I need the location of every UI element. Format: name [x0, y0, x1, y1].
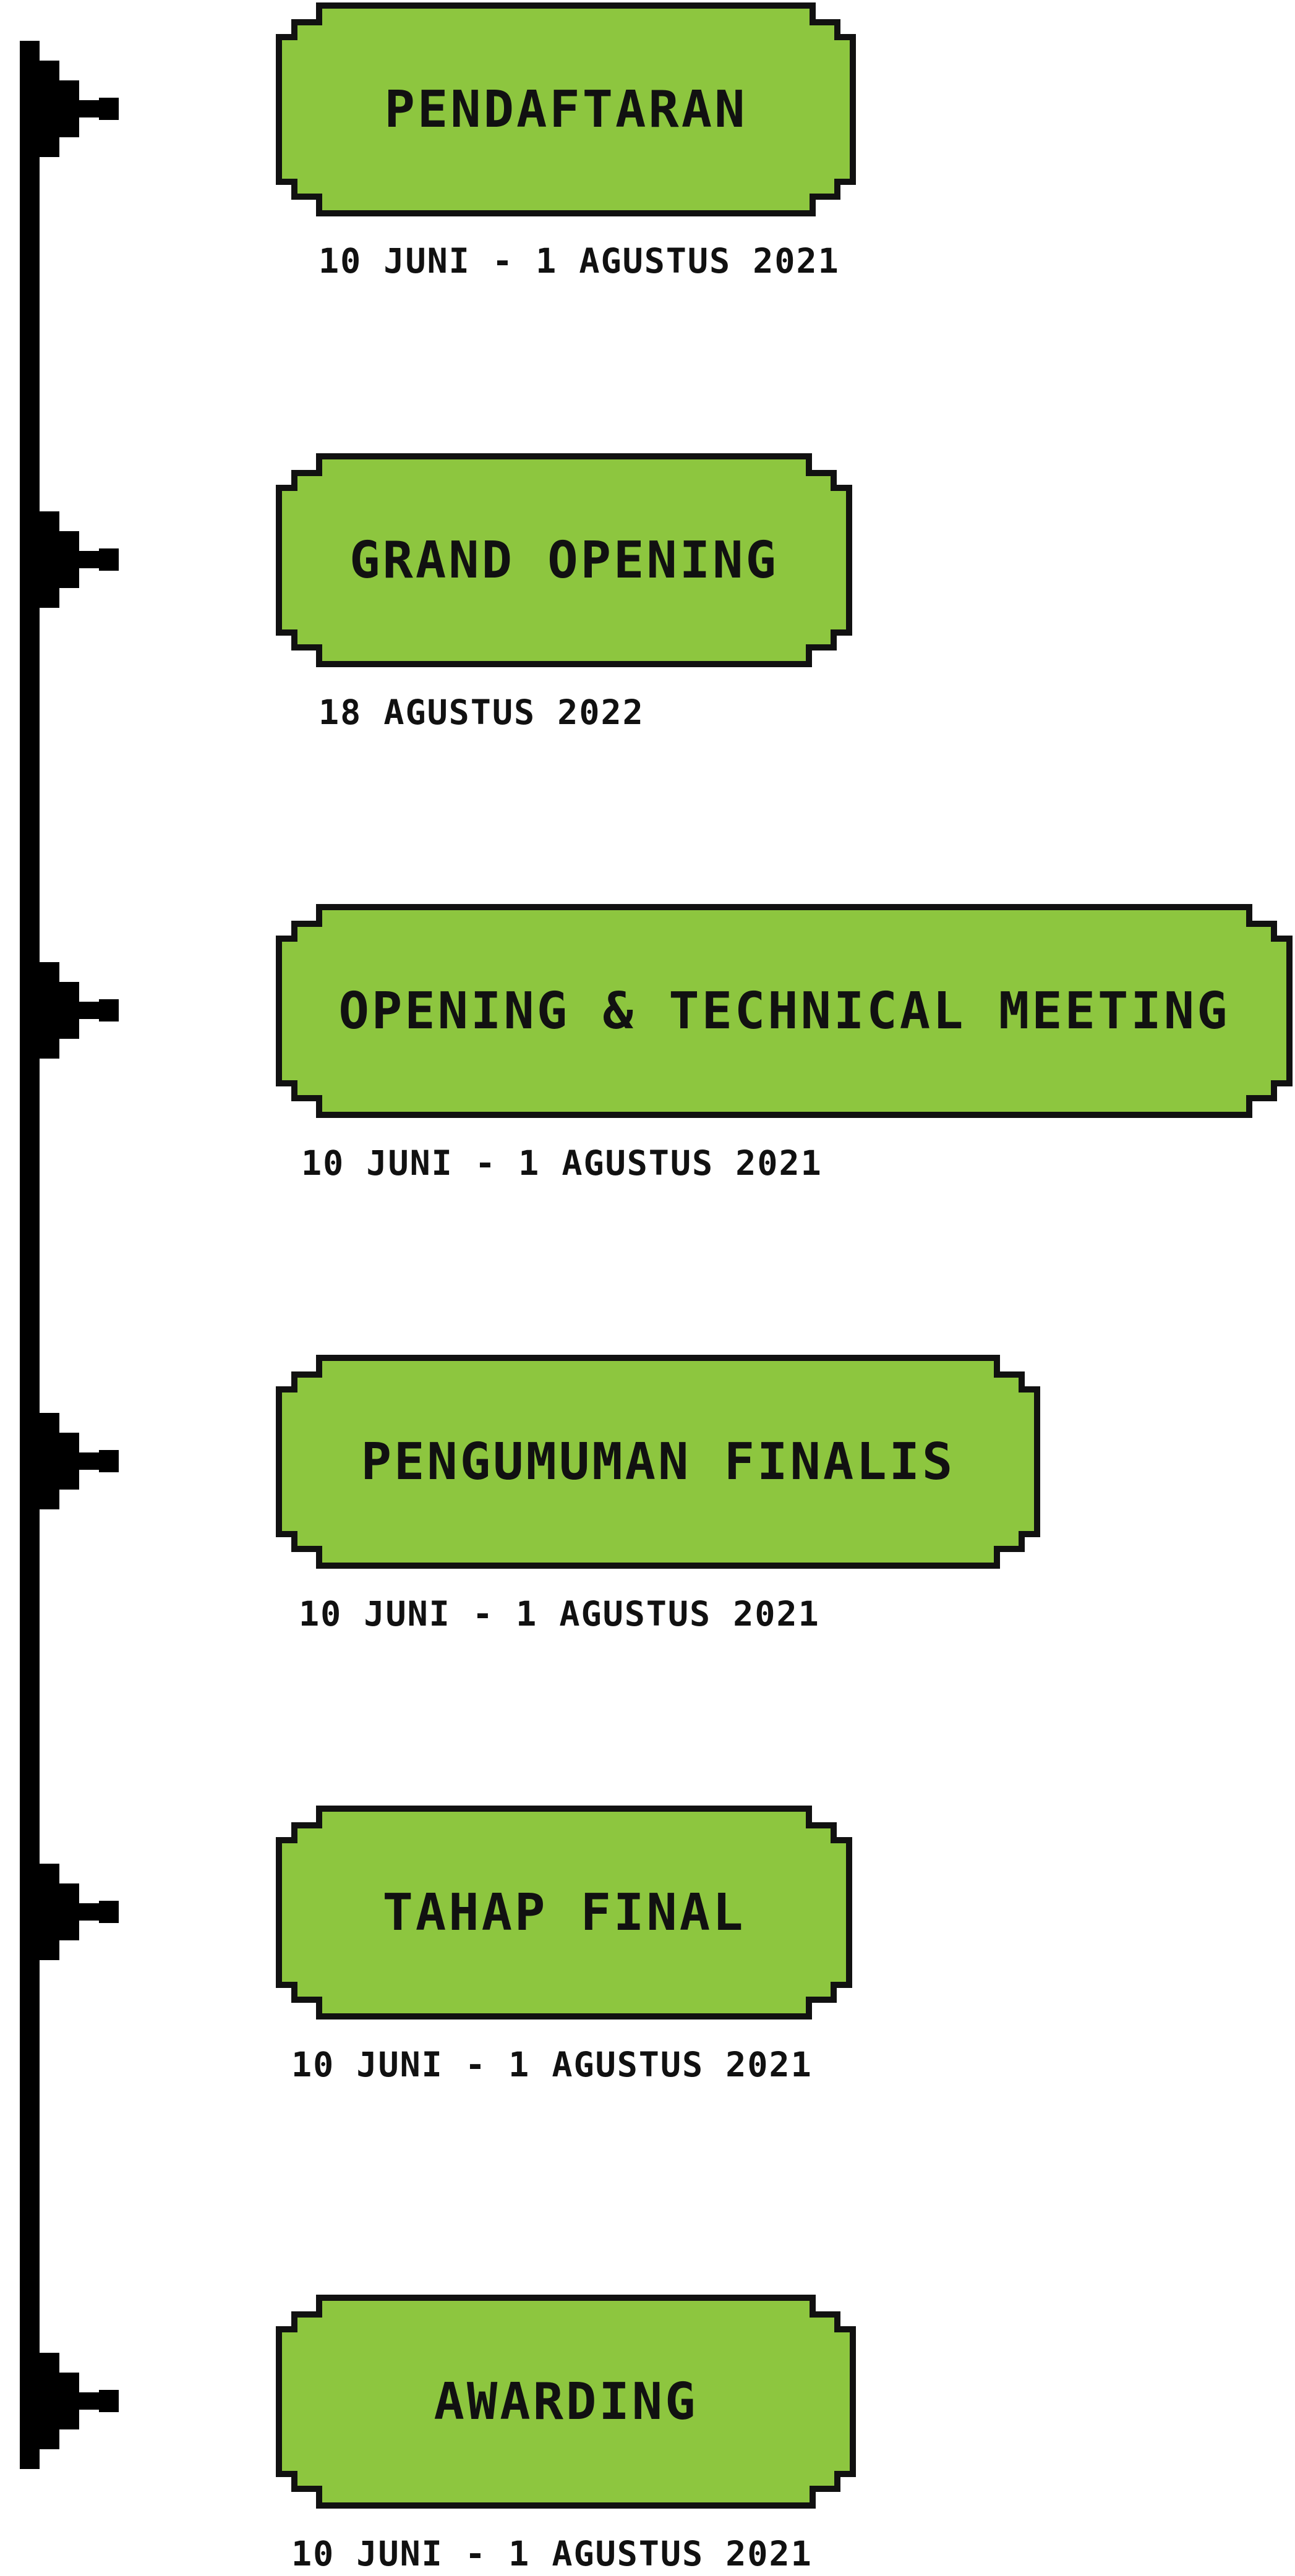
event-title: OPENING & TECHNICAL MEETING	[338, 981, 1230, 1041]
event-title-badge: PENDAFTARAN	[276, 2, 856, 216]
event-date: 10 JUNI - 1 AGUSTUS 2021	[291, 2534, 813, 2574]
event-date: 18 AGUSTUS 2022	[318, 693, 644, 732]
timeline-line	[20, 45, 40, 2468]
pixel-arrow-marker-icon	[20, 2333, 119, 2469]
event-title-badge: GRAND OPENING	[276, 453, 852, 667]
event-title: PENGUMUMAN FINALIS	[361, 1432, 955, 1491]
event-date: 10 JUNI - 1 AGUSTUS 2021	[291, 2045, 813, 2084]
pixel-arrow-marker-icon	[20, 942, 119, 1078]
event-title-badge: TAHAP FINAL	[276, 1806, 852, 2019]
event-title-badge: AWARDING	[276, 2295, 856, 2509]
pixel-arrow-marker-icon	[20, 1844, 119, 1980]
event-title-badge: PENGUMUMAN FINALIS	[276, 1355, 1040, 1569]
event-date: 10 JUNI - 1 AGUSTUS 2021	[301, 1143, 823, 1183]
pixel-arrow-marker-icon	[20, 492, 119, 628]
event-title: TAHAP FINAL	[382, 1883, 746, 1942]
event-date: 10 JUNI - 1 AGUSTUS 2021	[299, 1594, 820, 1634]
event-date: 10 JUNI - 1 AGUSTUS 2021	[318, 241, 840, 281]
event-title-badge: OPENING & TECHNICAL MEETING	[276, 904, 1293, 1118]
pixel-arrow-marker-icon	[20, 41, 119, 177]
event-title: PENDAFTARAN	[384, 80, 748, 139]
pixel-arrow-marker-icon	[20, 1393, 119, 1529]
event-title: GRAND OPENING	[349, 531, 779, 590]
event-title: AWARDING	[434, 2372, 698, 2431]
